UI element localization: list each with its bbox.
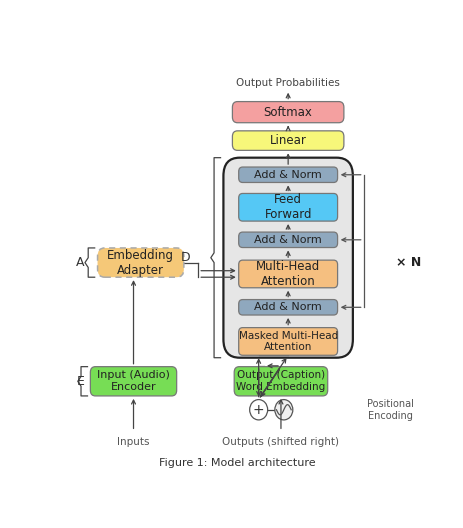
Text: E: E	[76, 375, 84, 388]
Circle shape	[274, 400, 292, 420]
Text: × N: × N	[395, 256, 420, 269]
Text: Output (Caption)
Word Embedding: Output (Caption) Word Embedding	[236, 371, 325, 392]
FancyBboxPatch shape	[238, 299, 337, 315]
Text: Softmax: Softmax	[263, 106, 312, 119]
Text: Multi-Head
Attention: Multi-Head Attention	[256, 260, 319, 288]
FancyBboxPatch shape	[238, 167, 337, 183]
Circle shape	[249, 400, 267, 420]
FancyBboxPatch shape	[223, 158, 352, 357]
Text: Add & Norm: Add & Norm	[254, 303, 321, 312]
FancyBboxPatch shape	[97, 248, 183, 277]
Text: +: +	[252, 403, 264, 417]
Text: Input (Audio)
Encoder: Input (Audio) Encoder	[97, 371, 169, 392]
Text: Feed
Forward: Feed Forward	[264, 193, 311, 221]
Text: A: A	[76, 256, 84, 269]
Text: Figure 1: Model architecture: Figure 1: Model architecture	[159, 458, 315, 468]
Text: Embedding
Adapter: Embedding Adapter	[107, 249, 174, 277]
Text: D: D	[181, 251, 190, 264]
Text: Linear: Linear	[269, 134, 306, 147]
Text: Output Probabilities: Output Probabilities	[236, 78, 339, 88]
FancyBboxPatch shape	[238, 260, 337, 288]
FancyBboxPatch shape	[234, 366, 327, 396]
Text: Masked Multi-Head
Attention: Masked Multi-Head Attention	[238, 331, 337, 352]
Text: Inputs: Inputs	[117, 437, 150, 447]
Text: Add & Norm: Add & Norm	[254, 170, 321, 180]
FancyBboxPatch shape	[238, 193, 337, 221]
Text: Add & Norm: Add & Norm	[254, 235, 321, 245]
FancyBboxPatch shape	[232, 131, 343, 150]
FancyBboxPatch shape	[90, 366, 176, 396]
FancyBboxPatch shape	[232, 101, 343, 122]
Text: Outputs (shifted right): Outputs (shifted right)	[222, 437, 339, 447]
FancyBboxPatch shape	[238, 232, 337, 248]
Text: Positional
Encoding: Positional Encoding	[367, 399, 413, 420]
FancyBboxPatch shape	[238, 327, 337, 355]
